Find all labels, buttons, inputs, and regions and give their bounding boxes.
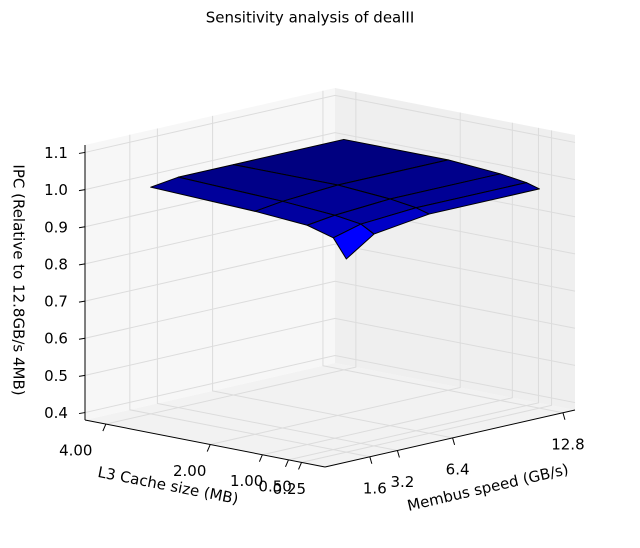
tick-mark [78,374,86,377]
tick-mark [285,459,289,468]
grid-line [84,355,576,414]
grid-line [84,94,576,153]
tick-mark [298,462,302,470]
tick-mark [206,444,211,452]
grid-line [129,134,370,458]
z-tick-label: 1.1 [44,144,68,162]
z-tick-label: 0.9 [44,218,68,236]
tick-mark [78,337,86,340]
tick-mark [452,437,456,446]
back-pane [85,88,335,420]
surface-face [332,223,375,260]
x-axis-line [324,409,576,468]
tick-mark [78,300,86,303]
x-tick-label: 12.8 [551,435,584,453]
tick-mark [78,412,86,415]
tick-mark [78,189,86,192]
chart-title: Sensitivity analysis of dealII [206,9,415,27]
grid-line [84,280,576,339]
tick-mark [78,263,86,266]
x-axis-label: Membus speed (GB/s) [405,460,570,515]
y-tick-label: 1.00 [230,472,263,490]
tick-mark [369,456,373,464]
y-tick-label: 2.00 [173,462,206,480]
tick-mark [396,450,400,458]
grid-line [84,317,576,376]
grid-line [288,127,539,461]
tick-mark [78,151,86,154]
y-axis-line [84,419,326,468]
tick-mark [258,454,263,462]
x-tick-label: 6.4 [446,460,470,478]
grid-line [262,122,513,456]
z-tick-label: 1.0 [44,181,68,199]
y-axis-label: L3 Cache size (MB) [96,463,240,508]
z-tick-label: 0.8 [44,255,68,273]
tick-mark [78,226,86,229]
x-tick-label: 3.2 [390,473,414,491]
y-tick-label: 0.25 [273,480,306,498]
y-tick-label: 0.50 [258,477,291,495]
grid-line [156,128,398,451]
grid-line [84,243,576,302]
x-tick-label: 1.6 [363,479,387,497]
tick-mark [102,423,107,432]
tick-mark [562,412,566,420]
grid-line [212,115,453,439]
grid-line [84,132,576,191]
z-tick-label: 0.7 [44,293,68,311]
z-tick-label: 0.4 [44,404,68,422]
z-tick-label: 0.6 [44,330,68,348]
side-pane [335,88,575,410]
y-tick-label: 4.00 [59,442,92,460]
grid-line [301,130,553,463]
z-tick-label: 0.5 [44,367,68,385]
z-axis-label: IPC (Relative to 12.8GB/s 4MB) [10,164,28,395]
